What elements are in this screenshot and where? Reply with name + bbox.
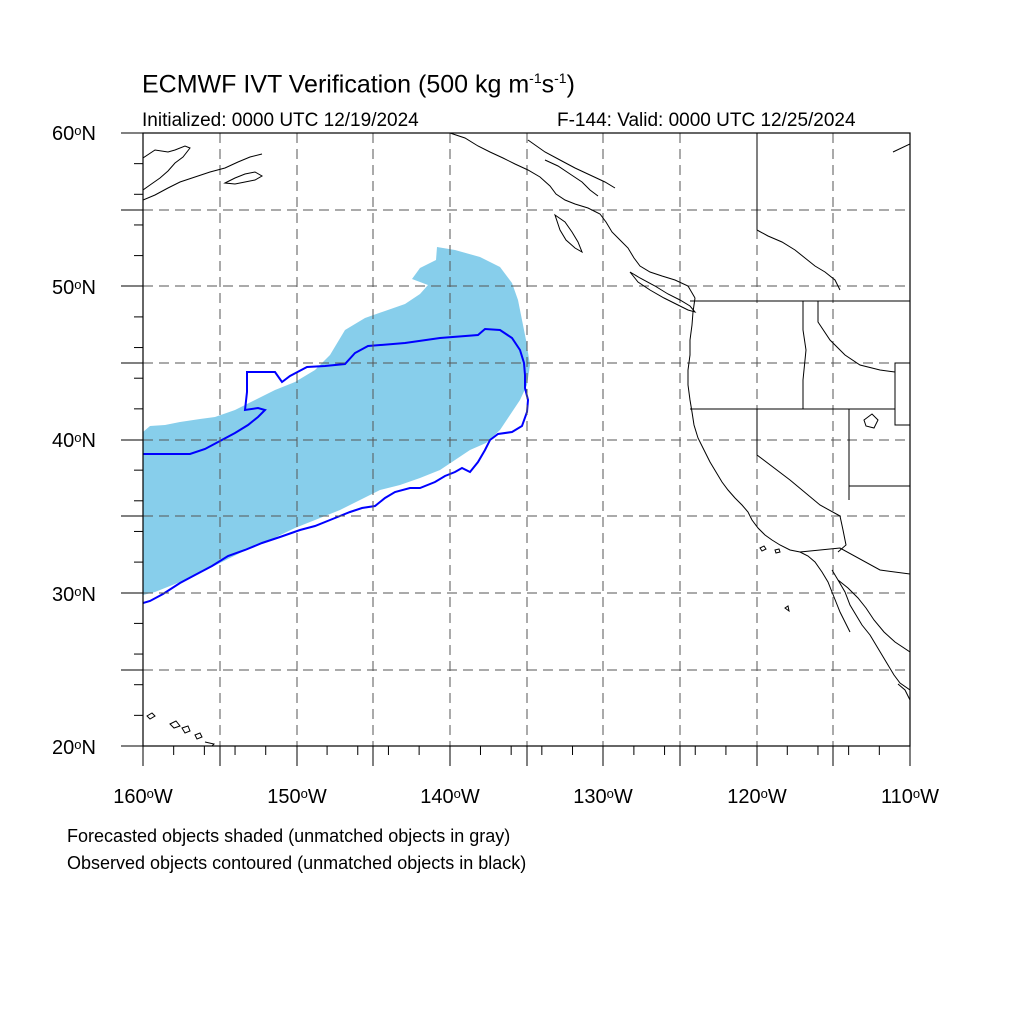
valid-label: F-144: Valid: 0000 UTC 12/25/2024 bbox=[557, 110, 856, 131]
lon-label-110: 110oW bbox=[880, 786, 939, 808]
chart-title: ECMWF IVT Verification (500 kg m-1s-1) bbox=[142, 70, 575, 99]
minor-ticks bbox=[134, 163, 880, 755]
forecast-object bbox=[143, 247, 530, 595]
legend-observed-note: Observed objects contoured (unmatched ob… bbox=[67, 853, 527, 873]
axis-ticks bbox=[121, 132, 911, 766]
political-borders bbox=[527, 133, 910, 575]
lon-label-120: 120oW bbox=[727, 786, 787, 808]
legend-forecast-note: Forecasted objects shaded (unmatched obj… bbox=[67, 826, 511, 846]
lon-label-160: 160oW bbox=[113, 786, 173, 808]
lat-label-30: 30oN bbox=[52, 584, 96, 606]
lon-label-130: 130oW bbox=[573, 786, 633, 808]
lat-label-50: 50oN bbox=[52, 277, 96, 299]
grid-lines bbox=[143, 133, 910, 746]
lat-label-40: 40oN bbox=[52, 430, 96, 452]
lat-label-20: 20oN bbox=[52, 737, 96, 759]
coastlines bbox=[143, 133, 910, 746]
lon-label-150: 150oW bbox=[267, 786, 327, 808]
initialized-label: Initialized: 0000 UTC 12/19/2024 bbox=[142, 110, 419, 131]
lat-label-60: 60oN bbox=[52, 123, 96, 145]
lon-label-140: 140oW bbox=[420, 786, 480, 808]
